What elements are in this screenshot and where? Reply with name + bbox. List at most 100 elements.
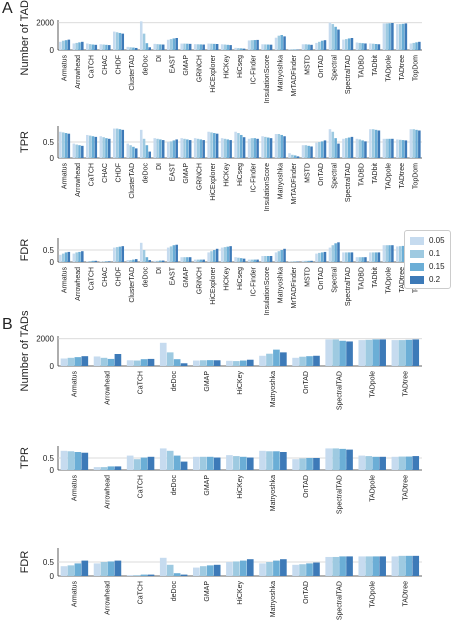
bar [385,23,388,50]
bar [72,43,76,50]
bar [292,564,299,576]
bar [88,44,92,50]
bar [147,574,155,576]
bar [173,455,181,470]
x-tick-label: MSTD [304,163,311,183]
y-tick-label: 0 [50,46,55,55]
x-tick-label: Matryoshka [277,267,284,303]
bar [347,252,351,262]
bar [166,450,174,470]
x-tick-label: deDoc [143,267,150,288]
x-tick-label: SpectralTAD [336,581,343,620]
bar [382,23,386,50]
bar [266,44,270,50]
bar [213,457,221,470]
bar [126,46,130,50]
bar [334,243,337,262]
bar [253,40,257,50]
bar [183,257,186,262]
x-tick-label: EAST [170,266,177,285]
x-tick-label: Spectral [331,55,338,81]
bar [61,40,65,50]
bar [291,154,294,158]
bar [215,44,219,50]
legend-entry: 0.15 [410,260,445,273]
x-tick-label: TADtree [402,581,409,607]
x-tick-label: Armatus [62,55,69,82]
bar [299,458,306,470]
bar [358,42,362,50]
bar [196,259,200,262]
bar [374,44,378,50]
bar [320,252,324,262]
bar [81,452,89,470]
bar [346,449,353,470]
bar [169,246,173,262]
bar [105,138,108,158]
bar [323,140,327,158]
bar [207,131,210,158]
bar [145,145,149,158]
bar [207,252,210,262]
y-axis-label: FDR [19,239,31,262]
bar [145,43,149,50]
x-tick-label: TADpole [385,267,392,294]
bar [374,129,378,158]
bar [242,48,246,50]
bar [180,574,188,576]
x-tick-label: SpectralTAD [345,267,352,306]
bar [342,39,345,50]
x-tick-label: HiCseg [237,55,244,78]
bar [325,556,333,576]
bar [193,360,200,366]
bar [307,145,310,158]
bar [288,153,291,158]
bar [78,145,81,158]
bar [226,360,233,366]
bar [81,560,89,576]
y-axis-label: Number of TADs [19,0,31,75]
bar [86,43,89,50]
x-tick-label: CaTCH [138,475,145,498]
bar [242,137,246,158]
bar [412,339,420,366]
bar [99,44,103,50]
bar [223,44,227,50]
bar [277,251,281,262]
bar [59,41,62,50]
bar [126,575,134,576]
x-tick-label: deDoc [143,55,150,76]
bar [240,258,243,262]
x-tick-label: OnTAD [303,475,310,498]
bar [226,562,233,576]
bar [405,555,413,576]
bar [332,448,339,470]
bar [118,246,122,262]
bar [93,563,101,576]
bar [206,565,214,576]
bar [371,129,375,158]
bar [355,42,359,50]
bar [323,251,327,262]
bar [277,134,281,158]
bar [72,143,76,158]
bar [361,43,364,50]
bar [118,32,122,50]
bar [142,250,146,262]
bar [382,245,386,262]
bar [142,33,146,50]
bar [223,138,227,158]
bar [180,138,183,158]
bar [304,44,308,50]
x-tick-label: ClusterTAD [129,267,136,303]
bar [81,251,84,262]
y-tick-label: 0.5 [43,558,55,567]
bar [180,461,188,470]
x-tick-label: CHAC [102,163,109,183]
bar [307,260,310,262]
bar [202,140,205,158]
x-tick-label: IC-Finder [250,162,257,192]
bar [159,448,167,470]
bar [398,24,402,50]
bar [345,138,348,158]
